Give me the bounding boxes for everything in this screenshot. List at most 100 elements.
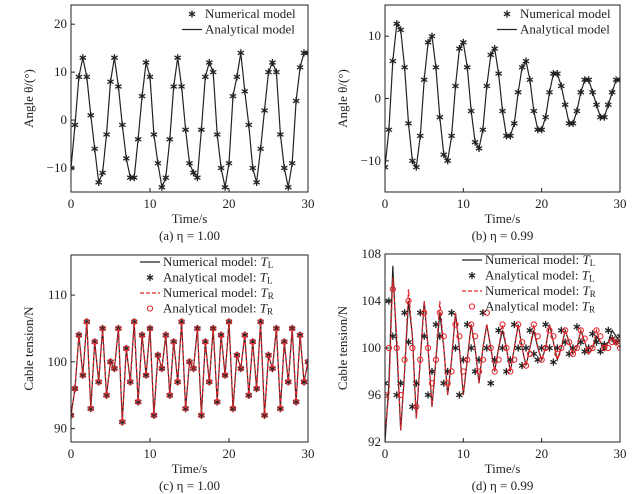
legend-label: Numerical model: TR xyxy=(163,285,274,301)
data-point-circle xyxy=(542,344,549,352)
legend-item: Analytical model: TR xyxy=(146,301,273,317)
data-point-star xyxy=(557,326,565,334)
data-point-circle xyxy=(609,339,616,346)
data-point-star xyxy=(593,338,600,346)
data-point-circle xyxy=(293,398,300,406)
data-point-circle xyxy=(265,352,272,359)
series-0 xyxy=(71,49,308,191)
data-point-circle xyxy=(546,327,553,334)
data-point-circle xyxy=(389,286,396,293)
legend-item: Numerical model xyxy=(188,6,296,21)
data-point-star xyxy=(471,367,479,376)
data-point-circle xyxy=(123,345,130,352)
data-point-circle xyxy=(409,344,416,352)
data-point-circle xyxy=(297,332,304,339)
data-point-circle xyxy=(71,385,79,392)
data-point-circle xyxy=(285,378,292,385)
legend-item: Analytical model: TL xyxy=(468,268,595,284)
data-point-star xyxy=(604,326,612,334)
data-point-circle xyxy=(111,365,118,372)
x-tick-label: 0 xyxy=(382,196,389,211)
data-point-circle xyxy=(487,344,494,352)
data-point-circle xyxy=(154,352,161,359)
data-point-star xyxy=(565,350,573,358)
data-point-circle xyxy=(139,332,146,339)
y-tick-label: 110 xyxy=(48,287,67,302)
legend-item: Numerical model: TL xyxy=(140,254,273,270)
data-point-circle xyxy=(178,318,185,325)
legend-item: Analytical model xyxy=(497,22,610,37)
data-point-circle xyxy=(241,332,248,339)
x-axis-label: Time/s xyxy=(172,461,208,476)
data-point-circle xyxy=(413,403,420,410)
legend-label-text: Analytical model: xyxy=(163,301,260,316)
legend-star-marker xyxy=(146,273,154,282)
data-point-circle xyxy=(135,398,142,406)
data-point-star xyxy=(616,332,620,340)
data-point-star xyxy=(459,356,467,364)
data-point-circle xyxy=(170,338,177,345)
data-point-circle xyxy=(612,339,620,346)
panel-caption: (c) η = 1.00 xyxy=(159,478,220,493)
data-point-star xyxy=(408,403,416,411)
data-point-circle xyxy=(569,350,577,357)
data-point-circle xyxy=(526,350,534,357)
data-point-star xyxy=(463,320,471,329)
y-axis-label: Cable tension/N xyxy=(21,306,36,391)
y-tick-label: 104 xyxy=(362,293,382,308)
data-point-star xyxy=(522,344,530,352)
data-point-circle xyxy=(202,338,209,345)
legend-circle-marker xyxy=(146,305,154,312)
data-point-star xyxy=(518,362,526,370)
legend-label-var: T xyxy=(260,285,268,300)
data-point-circle xyxy=(257,318,264,325)
data-point-star xyxy=(416,309,424,317)
legend-label-text: Numerical model: xyxy=(485,252,582,267)
data-point-circle xyxy=(253,385,260,392)
series-3 xyxy=(385,286,620,410)
data-point-circle xyxy=(87,405,94,412)
data-point-circle xyxy=(593,327,600,334)
data-point-star xyxy=(487,379,495,387)
x-tick-label: 10 xyxy=(144,196,157,211)
data-point-star xyxy=(452,344,459,352)
data-point-circle xyxy=(452,321,459,328)
data-point-star xyxy=(549,358,557,366)
data-point-star xyxy=(448,309,456,317)
legend-circle-marker xyxy=(468,303,476,310)
legend-label-text: Analytical model: xyxy=(485,299,582,314)
legend-label-sub: R xyxy=(268,291,274,301)
y-tick-label: 0 xyxy=(375,91,382,106)
data-point-circle xyxy=(115,325,122,332)
data-point-circle xyxy=(79,372,86,379)
legend-label-var: T xyxy=(260,301,268,316)
data-point-circle xyxy=(269,365,276,372)
panel-caption: (d) η = 0.99 xyxy=(472,478,534,493)
legend-label-sub: L xyxy=(268,260,274,270)
data-point-circle xyxy=(158,365,165,372)
data-point-circle xyxy=(273,325,280,332)
data-point-circle xyxy=(491,368,498,375)
x-tick-label: 10 xyxy=(457,196,470,211)
legend-label-sub: R xyxy=(267,307,273,317)
data-point-circle xyxy=(530,321,537,328)
y-tick-label: 20 xyxy=(54,16,67,31)
data-point-circle xyxy=(444,380,451,387)
data-point-circle xyxy=(245,392,252,399)
legend-label-text: Numerical model: xyxy=(163,254,260,269)
data-point-circle xyxy=(456,333,463,340)
data-point-circle xyxy=(511,356,518,363)
y-axis-label: Angle θ/(°) xyxy=(335,69,350,128)
x-tick-label: 20 xyxy=(223,446,236,461)
series-1 xyxy=(71,318,308,426)
data-point-circle xyxy=(99,325,106,332)
data-point-circle xyxy=(550,333,557,340)
legend-item: Numerical model xyxy=(503,6,611,21)
data-point-star xyxy=(455,391,463,399)
data-point-circle xyxy=(554,350,561,357)
data-point-circle xyxy=(483,309,490,316)
data-point-circle xyxy=(428,380,436,387)
data-point-star xyxy=(510,320,518,329)
data-point-circle xyxy=(233,352,240,359)
